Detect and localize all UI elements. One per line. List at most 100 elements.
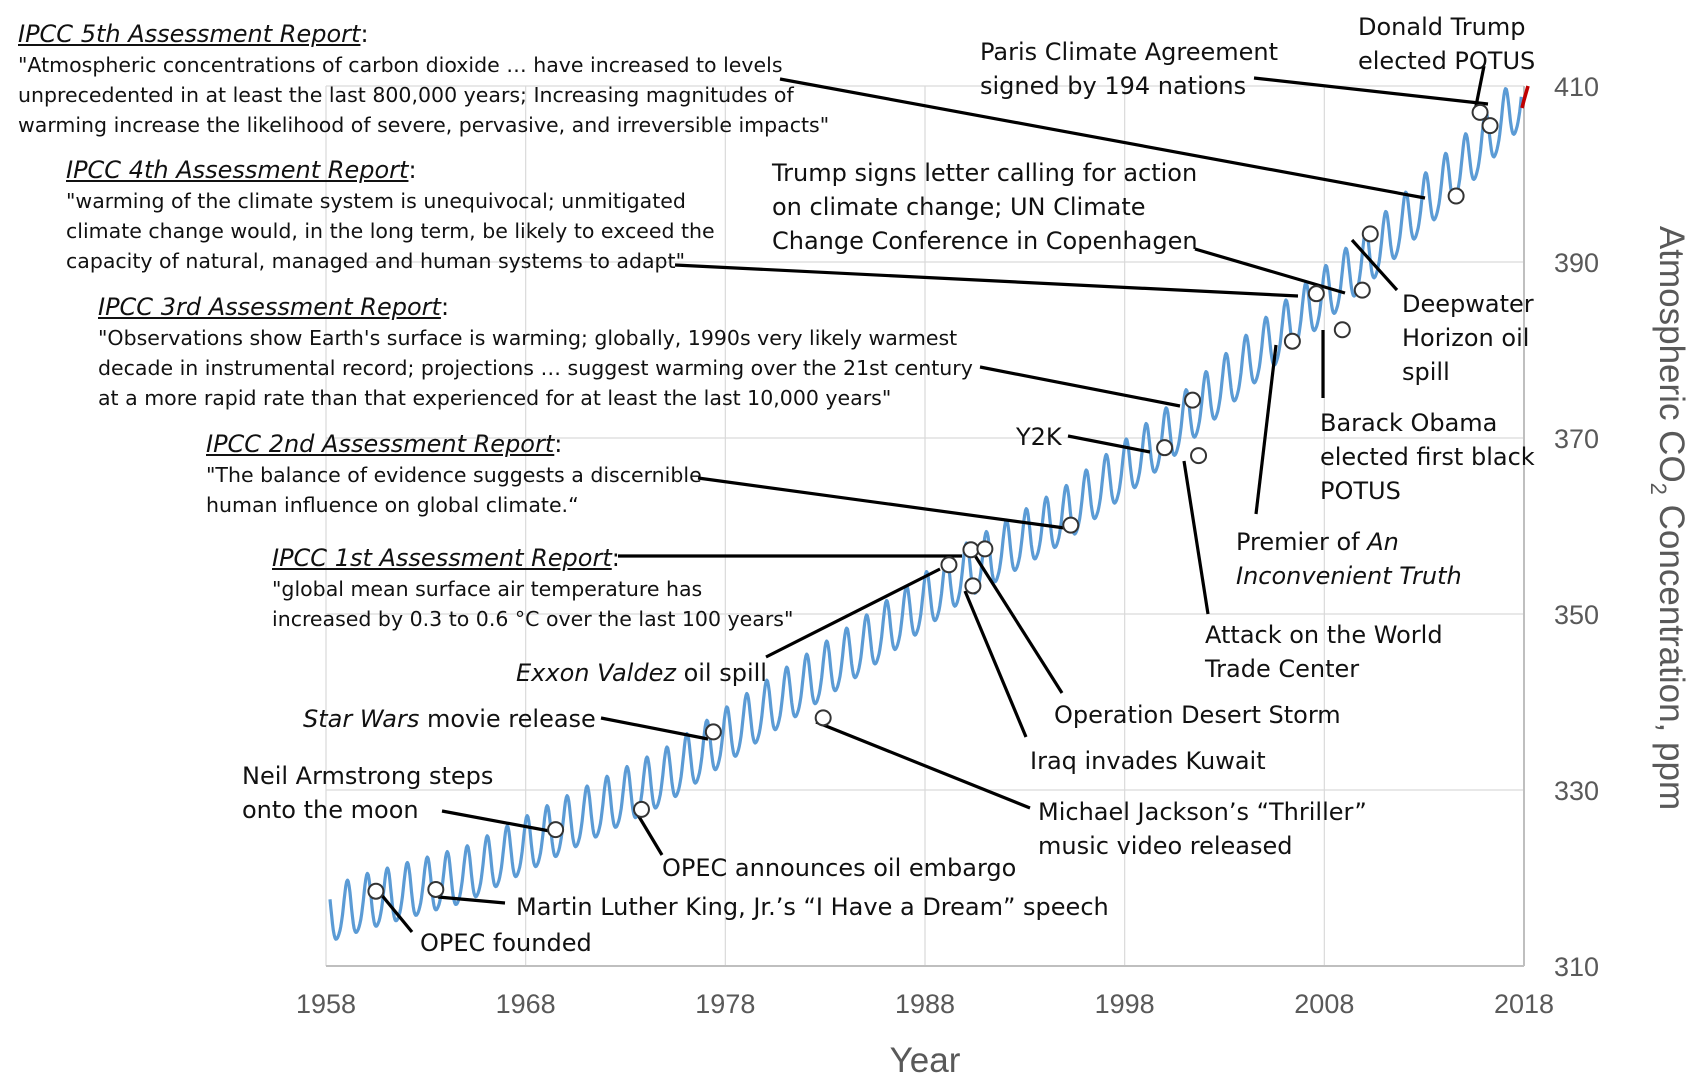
y-tick-label: 310 [1554, 952, 1599, 982]
label-trump-potus: Donald Trump elected POTUS [1358, 13, 1536, 75]
ipcc-1st-quote-2: increased by 0.3 to 0.6 °C over the last… [272, 607, 794, 631]
label-y2k: Y2K [1016, 423, 1062, 451]
ipcc-5th-title: IPCC 5th Assessment Report [18, 20, 361, 48]
ipcc-4th-report: IPCC 4th Assessment Report: "warming of … [66, 154, 715, 276]
ipcc-3rd-quote-2: decade in instrumental record; projectio… [98, 356, 973, 380]
x-tick-label: 2008 [1294, 989, 1354, 1019]
ipcc-4th-quote-3: capacity of natural, managed and human s… [66, 249, 686, 273]
ipcc-1st-title: IPCC 1st Assessment Report [272, 544, 612, 572]
leader-lines [378, 65, 1489, 934]
co2-recent-line [1520, 85, 1530, 109]
leader-line [815, 720, 1031, 810]
y-tick-label: 390 [1554, 248, 1599, 278]
ipcc-5th-quote-3: warming increase the likelihood of sever… [18, 113, 830, 137]
label-paris-agreement: Paris Climate Agreement signed by 194 nat… [980, 38, 1279, 100]
event-marker [814, 709, 832, 727]
co2-line [328, 87, 1523, 941]
x-tick-label: 1988 [895, 989, 955, 1019]
event-marker [964, 577, 982, 595]
label-thriller: Michael Jackson’s “Thriller” music video … [1038, 798, 1367, 860]
event-marker [962, 541, 980, 559]
leader-line [1067, 434, 1151, 454]
leader-line [636, 814, 664, 856]
event-marker [1447, 187, 1465, 205]
label-desert-storm: Operation Desert Storm [1054, 701, 1341, 729]
ipcc-2nd-report: IPCC 2nd Assessment Report: "The balance… [206, 428, 702, 520]
label-copenhagen: Trump signs letter calling for action on … [772, 159, 1198, 255]
leader-line [979, 365, 1181, 408]
x-tick-label: 2018 [1494, 989, 1554, 1019]
leader-line [441, 809, 556, 834]
event-marker [1307, 285, 1325, 303]
event-marker [632, 800, 650, 818]
leader-line [1350, 238, 1399, 292]
y-tick-label: 370 [1554, 424, 1599, 454]
ipcc-2nd-quote-2: human influence on global climate.“ [206, 493, 579, 517]
ipcc-4th-quote-1: "warming of the climate system is unequi… [66, 189, 686, 213]
label-armstrong: Neil Armstrong steps onto the moon [242, 762, 494, 824]
x-tick-label: 1998 [1095, 989, 1155, 1019]
label-opec-founded: OPEC founded [420, 929, 592, 957]
ipcc-2nd-quote-1: "The balance of evidence suggests a disc… [206, 463, 702, 487]
event-marker [1471, 103, 1489, 121]
event-marker [1333, 321, 1351, 339]
leader-line [1473, 65, 1486, 112]
ipcc-4th-title: IPCC 4th Assessment Report [66, 156, 409, 184]
ipcc-5th-report: IPCC 5th Assessment Report: "Atmospheric… [18, 18, 829, 140]
y-tick-label: 410 [1554, 72, 1599, 102]
series [328, 85, 1530, 941]
y-axis-label: Atmospheric CO2 Concentration, ppm [1646, 226, 1691, 810]
event-marker [1190, 447, 1208, 465]
leader-line [1253, 76, 1489, 106]
event-marker [940, 556, 958, 574]
leader-line [674, 263, 1299, 298]
leader-line [972, 553, 1064, 694]
ipcc-1st-quote-1: "global mean surface air temperature has [272, 577, 703, 601]
label-star-wars: Star Wars movie release [303, 705, 596, 733]
event-marker [1062, 516, 1080, 534]
x-axis-label: Year [890, 1041, 961, 1080]
ipcc-3rd-title: IPCC 3rd Assessment Report [98, 293, 441, 321]
label-obama: Barack Obama elected first black POTUS [1320, 409, 1535, 505]
label-opec-embargo: OPEC announces oil embargo [662, 854, 1017, 882]
ipcc-3rd-quote-3: at a more rapid rate than that experienc… [98, 386, 892, 410]
event-marker [1353, 281, 1371, 299]
y-tick-label: 330 [1554, 776, 1599, 806]
ipcc-2nd-title: IPCC 2nd Assessment Report [206, 430, 555, 458]
x-tick-label: 1978 [695, 989, 755, 1019]
label-deepwater-horizon: Deepwater Horizon oil spill [1402, 290, 1534, 386]
event-marker [704, 723, 722, 741]
event-markers [367, 103, 1499, 900]
ipcc-3rd-report: IPCC 3rd Assessment Report: "Observation… [98, 291, 973, 413]
x-tick-label: 1958 [296, 989, 356, 1019]
label-mlk: Martin Luther King, Jr.’s “I Have a Drea… [516, 893, 1109, 921]
leader-line [779, 77, 1426, 200]
leader-line [697, 476, 1073, 531]
label-exxon-valdez: Exxon Valdez oil spill [516, 659, 767, 687]
event-marker [1156, 439, 1174, 457]
leader-line [1182, 460, 1210, 615]
event-marker [1283, 332, 1301, 350]
event-marker [1184, 391, 1202, 409]
event-marker [547, 821, 565, 839]
ipcc-1st-report: IPCC 1st Assessment Report: "global mean… [272, 542, 793, 634]
ipcc-3rd-quote-1: "Observations show Earth's surface is wa… [98, 326, 958, 350]
ipcc-5th-quote-1: "Atmospheric concentrations of carbon di… [18, 53, 783, 77]
event-marker [1361, 225, 1379, 243]
label-wtc: Attack on the World Trade Center [1205, 621, 1443, 683]
event-marker [976, 540, 994, 558]
label-inconvenient-truth: Premier of An Inconvenient Truth [1236, 528, 1462, 590]
leader-line [1254, 344, 1278, 515]
ipcc-4th-quote-2: climate change would, in the long term, … [66, 219, 715, 243]
ipcc-5th-quote-2: unprecedented in at least the last 800,0… [18, 83, 794, 107]
leader-line [765, 567, 941, 659]
leader-line [600, 716, 709, 741]
y-tick-label: 350 [1554, 600, 1599, 630]
event-marker [427, 880, 445, 898]
x-tick-label: 1968 [496, 989, 556, 1019]
label-kuwait: Iraq invades Kuwait [1030, 747, 1266, 775]
leader-line [437, 895, 506, 905]
leader-line [1194, 247, 1346, 295]
